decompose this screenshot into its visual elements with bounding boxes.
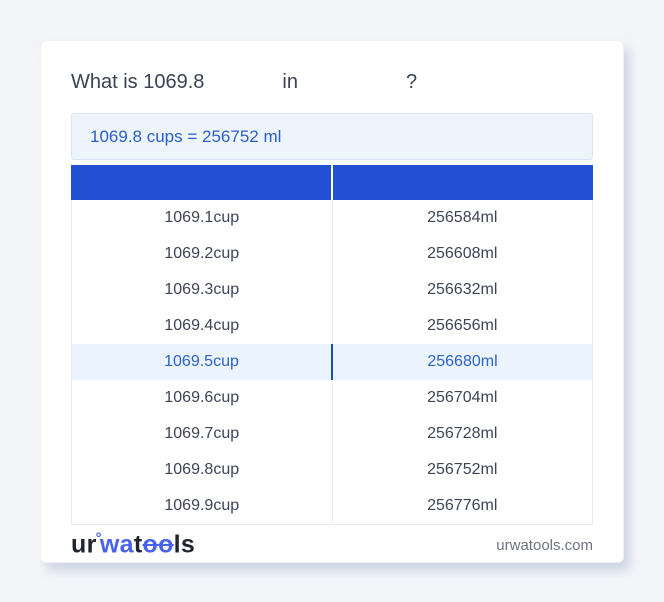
conversion-result-text: 1069.8 cups = 256752 ml	[90, 126, 282, 146]
question-prefix: What is	[71, 71, 144, 93]
cell-ml: 256584ml	[427, 209, 498, 226]
cell-ml: 256608ml	[427, 245, 498, 262]
table-row[interactable]: 1069.6cup 256704ml	[72, 380, 592, 416]
cell-ml: 256680ml	[427, 353, 498, 370]
question-value: 1069.8	[143, 71, 205, 93]
cell-cup: 1069.6cup	[72, 380, 333, 416]
cell-cup: 1069.4cup	[72, 308, 333, 344]
site-url: urwatools.com	[496, 536, 593, 554]
logo-seg-ls: ls	[173, 530, 196, 559]
table-row[interactable]: 1069.2cup 256608ml	[72, 236, 592, 272]
table-row[interactable]: 1069.7cup 256728ml	[72, 416, 592, 452]
logo-seg-wa: wa	[99, 530, 134, 559]
unit-from-slot[interactable]	[204, 87, 282, 88]
cell-cup: 1069.8cup	[72, 452, 333, 488]
cell-ml: 256656ml	[427, 317, 498, 334]
cell-cup: 1069.3cup	[72, 272, 333, 308]
cell-ml: 256704ml	[427, 389, 498, 406]
cell-ml: 256776ml	[427, 497, 498, 514]
cell-cup: 1069.9cup	[72, 488, 333, 524]
table-row[interactable]: 1069.3cup 256632ml	[72, 272, 592, 308]
converter-card: What is 1069.8 in? 1069.8 cups = 256752 m…	[40, 40, 624, 563]
question-mark: ?	[406, 71, 418, 93]
logo-glasses-icon: oo	[142, 530, 174, 559]
cell-cup: 1069.2cup	[72, 236, 333, 272]
table-row[interactable]: 1069.8cup 256752ml	[72, 452, 592, 488]
cell-ml: 256728ml	[427, 425, 498, 442]
logo-ring-icon: °	[95, 530, 102, 548]
question-title: What is 1069.8 in?	[71, 71, 593, 101]
cell-ml: 256752ml	[427, 461, 498, 478]
cell-cup: 1069.1cup	[72, 200, 333, 236]
logo-seg-t: t	[133, 530, 143, 559]
table-row[interactable]: 1069.9cup 256776ml	[72, 488, 592, 524]
conversion-table: 1069.1cup 256584ml 1069.2cup 256608ml 10…	[71, 165, 593, 525]
cell-cup: 1069.5cup	[72, 344, 333, 380]
table-row[interactable]: 1069.5cup 256680ml	[72, 344, 592, 380]
table-row[interactable]: 1069.4cup 256656ml	[72, 308, 592, 344]
conversion-result-box: 1069.8 cups = 256752 ml	[71, 113, 593, 160]
cell-ml: 256632ml	[427, 281, 498, 298]
header-cell-cups	[71, 165, 333, 200]
logo-seg-ur: ur	[71, 530, 97, 559]
table-row[interactable]: 1069.1cup 256584ml	[72, 200, 592, 236]
header-cell-ml	[333, 165, 593, 200]
urwatools-logo[interactable]: ur°watools	[71, 530, 195, 559]
unit-to-slot[interactable]	[298, 87, 406, 88]
cell-cup: 1069.7cup	[72, 416, 333, 452]
table-body: 1069.1cup 256584ml 1069.2cup 256608ml 10…	[71, 200, 593, 525]
question-connector: in	[282, 71, 298, 93]
card-footer: ur°watools urwatools.com	[71, 525, 593, 565]
table-header	[71, 165, 593, 200]
